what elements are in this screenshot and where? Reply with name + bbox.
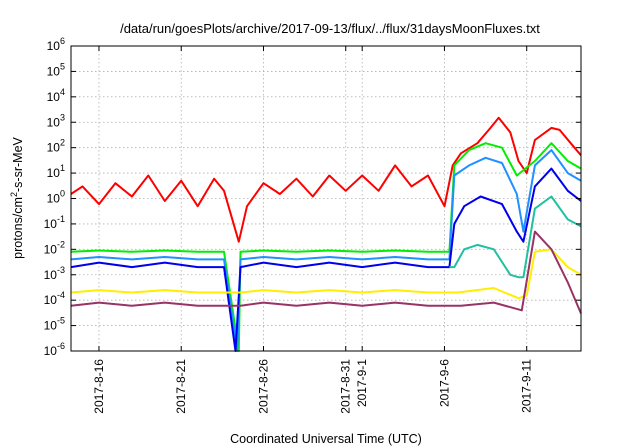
y-tick-label: 101 <box>47 163 65 180</box>
series-layer <box>70 116 582 352</box>
grid-layer <box>71 46 581 351</box>
x-tick-label: 2017-9-1 <box>355 359 369 407</box>
series-line-6 <box>70 248 582 300</box>
series-line-1 <box>70 116 582 243</box>
y-tick-label: 106 <box>47 36 65 53</box>
x-tick-label: 2017-8-21 <box>174 359 188 414</box>
x-tick-label: 2017-9-11 <box>520 359 534 413</box>
x-axis-label: Coordinated Universal Time (UTC) <box>230 432 422 446</box>
y-label-superscript: 2 <box>9 192 19 197</box>
y-tick-label: 10-1 <box>44 214 65 231</box>
series-line-2 <box>70 142 582 352</box>
y-tick-label: 105 <box>47 61 65 78</box>
x-tick-label: 2017-9-6 <box>437 359 451 407</box>
y-label-rest: -s-sr-MeV <box>11 136 25 192</box>
x-tick-label: 2017-8-31 <box>339 359 353 414</box>
chart-title: /data/run/goesPlots/archive/2017-09-13/f… <box>120 21 540 36</box>
y-axis-label: protons/cm2-s-sr-MeV <box>9 136 25 258</box>
series-line-3 <box>70 149 582 352</box>
y-tick-label: 100 <box>47 189 65 206</box>
series-line-7 <box>70 230 582 314</box>
y-tick-label: 104 <box>47 87 65 104</box>
y-tick-label: 10-6 <box>44 341 65 358</box>
x-tick-label: 2017-8-16 <box>92 359 106 414</box>
y-tick-label: 103 <box>47 112 65 129</box>
y-tick-label: 10-5 <box>44 316 65 333</box>
series-line-4 <box>70 167 582 352</box>
y-tick-label: 102 <box>47 138 65 155</box>
y-tick-label: 10-2 <box>44 239 65 256</box>
x-tick-label: 2017-8-26 <box>256 359 270 414</box>
series-line-5 <box>449 195 582 279</box>
y-tick-label: 10-4 <box>44 290 65 307</box>
axis-layer: 10-6 10-5 10-4 10-3 10-2 10-1 100 101 102 103 104 1… <box>44 36 581 414</box>
y-label-main: protons/cm <box>11 197 25 259</box>
y-tick-label: 10-3 <box>44 265 65 282</box>
